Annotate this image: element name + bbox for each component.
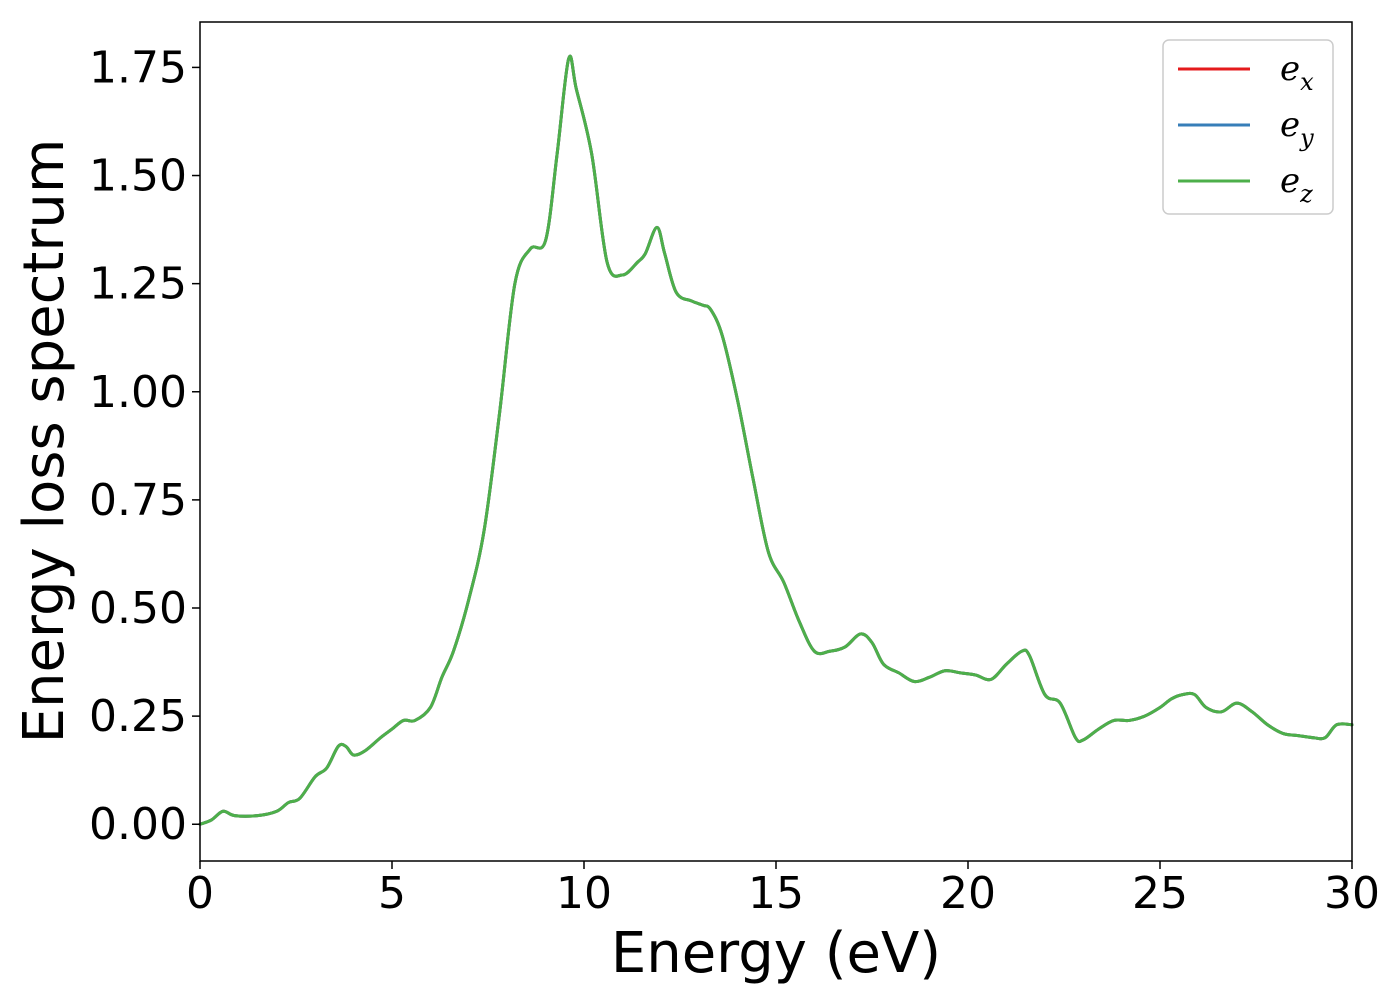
x-tick-label: 15 — [748, 868, 804, 919]
x-axis-title: Energy (eV) — [611, 921, 941, 986]
y-tick-label: 0.25 — [89, 691, 187, 742]
y-tick-label: 1.00 — [89, 367, 187, 418]
y-axis: 0.00 0.25 0.50 0.75 1.00 1.25 1.50 1.75 — [89, 42, 200, 850]
x-axis: 0 5 10 15 20 25 30 — [186, 861, 1380, 919]
series-layer — [198, 54, 1354, 826]
y-tick-label: 1.25 — [89, 259, 187, 310]
x-tick-label: 20 — [940, 868, 996, 919]
legend: ex ey ez — [1162, 39, 1334, 215]
y-axis-title: Energy loss spectrum — [12, 139, 77, 744]
y-tick-label: 0.50 — [89, 583, 187, 634]
y-tick-label: 1.50 — [89, 151, 187, 202]
y-tick-label: 1.75 — [89, 42, 187, 93]
x-tick-label: 0 — [186, 868, 214, 919]
legend-box — [1162, 39, 1334, 215]
legend-label-ex: ex — [1280, 49, 1314, 96]
legend-label-ey: ey — [1280, 105, 1314, 152]
x-tick-label: 25 — [1132, 868, 1188, 919]
y-tick-label: 0.75 — [89, 475, 187, 526]
x-tick-label: 30 — [1324, 868, 1380, 919]
series-line-e-z — [198, 54, 1354, 826]
y-tick-label: 0.00 — [89, 799, 187, 850]
legend-label-ez: ez — [1280, 161, 1313, 208]
x-tick-label: 5 — [378, 868, 406, 919]
x-tick-label: 10 — [556, 868, 612, 919]
